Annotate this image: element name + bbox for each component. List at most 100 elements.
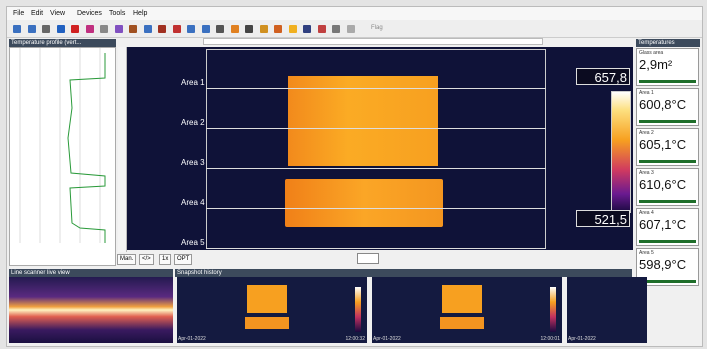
- snapshot-glass: [245, 317, 289, 329]
- hot-glass: [288, 76, 438, 166]
- temperature-bar: [639, 120, 696, 123]
- horizontal-ruler: [203, 38, 543, 45]
- slider-thumb[interactable]: [357, 253, 379, 264]
- temperature-bar: [639, 240, 696, 243]
- menu-item[interactable]: Edit: [31, 10, 44, 17]
- toolbar-button[interactable]: [346, 25, 355, 33]
- temperature-value: 2,9m²: [639, 57, 673, 72]
- menu-item[interactable]: File: [13, 10, 25, 17]
- toolbar-button[interactable]: [201, 25, 210, 33]
- temperature-value: 605,1°C: [639, 137, 687, 152]
- area-label: Area 5: [181, 238, 205, 247]
- temperature-value: 600,8°C: [639, 97, 687, 112]
- toolbar-button[interactable]: [71, 25, 79, 33]
- menu-item[interactable]: Help: [133, 10, 148, 17]
- snapshot-time: 12:00:01: [540, 336, 560, 342]
- temperature-box: Glass area 2,9m²: [636, 48, 699, 86]
- scale-min: 521,5: [576, 210, 630, 227]
- snapshot-date: Apr-01-2022: [373, 336, 401, 342]
- snapshot-scale: [550, 287, 556, 332]
- app-window: Flag Temperature profile (vert... 657,8 …: [6, 6, 703, 347]
- control-button[interactable]: OPT: [174, 254, 193, 265]
- snapshot-glass: [440, 317, 484, 329]
- profile-plot: [9, 47, 116, 266]
- temperature-label: Glass area: [639, 50, 664, 56]
- menu-item[interactable]: Devices: [77, 10, 102, 17]
- toolbar-button[interactable]: [187, 25, 195, 33]
- control-button[interactable]: </>: [139, 254, 154, 265]
- toolbar-button[interactable]: [230, 25, 239, 33]
- toolbar-button[interactable]: [42, 25, 50, 33]
- flag-button[interactable]: Flag: [371, 25, 383, 31]
- snapshot: Apr-01-2022 12:00:01: [372, 277, 562, 343]
- menu-bar: [7, 7, 702, 20]
- menu-item[interactable]: Tools: [109, 10, 126, 17]
- scale-max: 657,8: [576, 68, 630, 85]
- snapshot-glass: [442, 285, 482, 313]
- area-line: [206, 88, 546, 89]
- toolbar-button[interactable]: [172, 25, 181, 33]
- snapshot-date: Apr-01-2022: [178, 336, 206, 342]
- temperature-bar: [639, 200, 696, 203]
- temperature-box: Area 4 607,1°C: [636, 208, 699, 246]
- snapshot: Apr-01-2022: [567, 277, 647, 343]
- snapshot-scale: [355, 287, 361, 332]
- control-button[interactable]: 1x: [159, 254, 172, 265]
- temperature-bar: [639, 80, 696, 83]
- vertical-ruler: [118, 47, 127, 252]
- toolbar-button[interactable]: [114, 25, 123, 33]
- temperature-bar: [639, 160, 696, 163]
- area-line: [206, 248, 546, 249]
- temperature-label: Area 2: [639, 130, 654, 136]
- area-label: Area 2: [181, 118, 205, 127]
- toolbar-button[interactable]: [274, 25, 282, 33]
- toolbar-button[interactable]: [143, 25, 152, 33]
- temperature-box: Area 2 605,1°C: [636, 128, 699, 166]
- toolbar-button[interactable]: [85, 25, 94, 33]
- scanner-live: [9, 277, 173, 343]
- menu-item[interactable]: View: [50, 10, 66, 17]
- toolbar-button[interactable]: [303, 25, 311, 33]
- temperature-value: 610,6°C: [639, 177, 687, 192]
- temperature-value: 598,9°C: [639, 257, 687, 272]
- color-scale: [611, 91, 631, 213]
- toolbar-button[interactable]: [13, 25, 21, 33]
- temperature-label: Area 3: [639, 170, 654, 176]
- toolbar-button[interactable]: [27, 25, 36, 33]
- area-line: [206, 128, 546, 129]
- temperature-box: Area 1 600,8°C: [636, 88, 699, 126]
- toolbar-button[interactable]: [100, 25, 108, 33]
- temperature-label: Area 4: [639, 210, 654, 216]
- snapshot: Apr-01-2022 12:00:32: [177, 277, 367, 343]
- toolbar-button[interactable]: [332, 25, 340, 33]
- area-label: Area 3: [181, 158, 205, 167]
- toolbar-button[interactable]: [56, 25, 65, 33]
- toolbar-button[interactable]: [317, 25, 326, 33]
- snapshot-date: Apr-01-2022: [568, 336, 596, 342]
- toolbar-button[interactable]: [288, 25, 297, 33]
- area-label: Area 1: [181, 78, 205, 87]
- temperature-box: Area 3 610,6°C: [636, 168, 699, 206]
- temperature-label: Area 1: [639, 90, 654, 96]
- toolbar: [7, 20, 702, 38]
- snapshot-time: 12:00:32: [345, 336, 365, 342]
- profile-graph: [19, 48, 106, 243]
- area-line: [206, 168, 546, 169]
- temperature-value: 607,1°C: [639, 217, 687, 232]
- toolbar-button[interactable]: [129, 25, 137, 33]
- toolbar-button[interactable]: [259, 25, 268, 33]
- panel-title: Temperatures: [636, 39, 700, 47]
- temperature-bar: [639, 280, 696, 283]
- toolbar-button[interactable]: [245, 25, 253, 33]
- area-label: Area 4: [181, 198, 205, 207]
- control-button[interactable]: Man.: [117, 254, 137, 265]
- panel-title: Temperature profile (vert...: [9, 39, 116, 47]
- panel-title: Line scanner live view: [9, 269, 173, 277]
- toolbar-button[interactable]: [216, 25, 224, 33]
- area-line: [206, 208, 546, 209]
- panel-title: Snapshot history: [175, 269, 632, 277]
- temperature-label: Area 5: [639, 250, 654, 256]
- toolbar-button[interactable]: [158, 25, 166, 33]
- snapshot-glass: [247, 285, 287, 313]
